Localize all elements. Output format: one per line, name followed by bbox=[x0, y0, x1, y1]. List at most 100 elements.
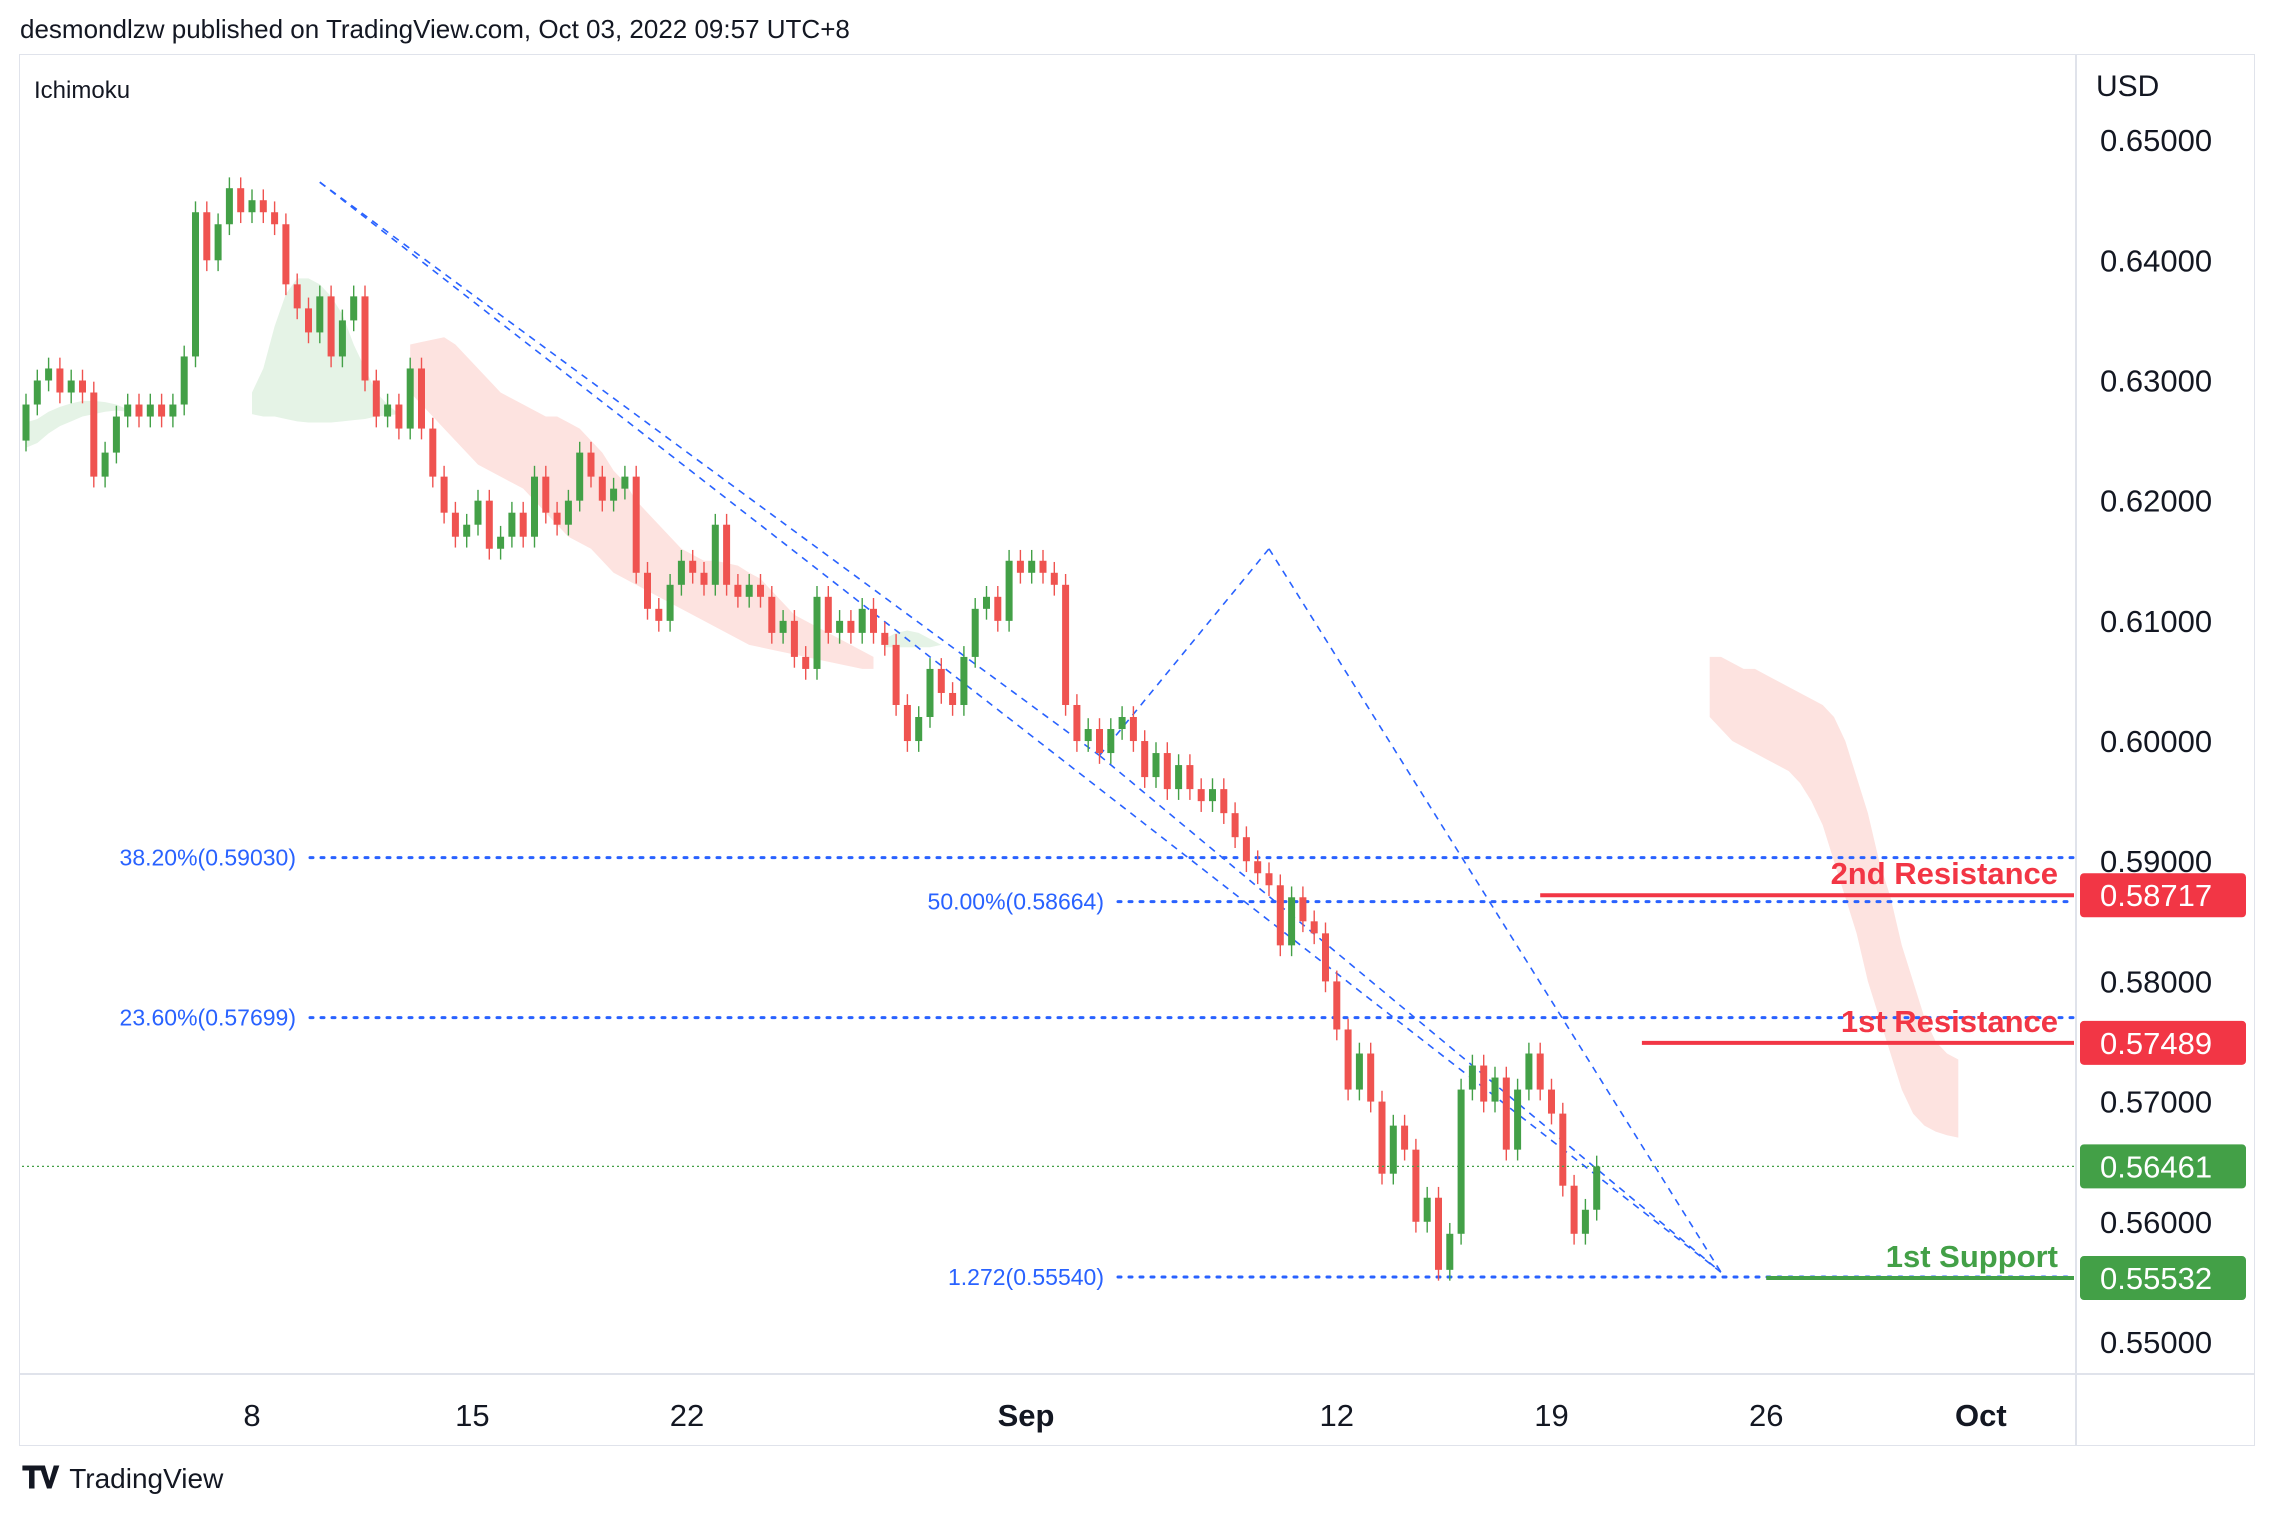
candle-bull bbox=[33, 380, 41, 405]
candle-bear bbox=[1480, 1065, 1488, 1102]
candle-bull bbox=[813, 596, 821, 669]
candle-bull bbox=[214, 224, 222, 261]
candle-bear bbox=[1016, 560, 1024, 573]
tradingview-logo-icon[interactable]: 𝐓𝐕 bbox=[22, 1462, 59, 1495]
candle-bear bbox=[757, 584, 764, 597]
candle-bear bbox=[90, 392, 98, 477]
candle-bull bbox=[192, 212, 199, 357]
candle-bull bbox=[610, 488, 618, 501]
candle-bull bbox=[1581, 1209, 1589, 1234]
x-tick-label: 19 bbox=[1534, 1398, 1568, 1433]
fib-label: 23.60%(0.57699) bbox=[120, 1005, 296, 1031]
candle-bear bbox=[259, 200, 267, 213]
candle-bear bbox=[1367, 1053, 1375, 1102]
candle-bull bbox=[497, 536, 505, 549]
cloud-bull bbox=[252, 278, 399, 423]
y-tick-label: 0.63000 bbox=[2100, 363, 2212, 398]
candle-bear bbox=[203, 212, 211, 261]
x-tick-label: 22 bbox=[670, 1398, 704, 1433]
trend-line bbox=[1268, 548, 1722, 1273]
candle-bear bbox=[135, 404, 143, 417]
candle-bear bbox=[485, 500, 493, 549]
candle-bear bbox=[1254, 861, 1262, 874]
candle-bull bbox=[564, 500, 572, 525]
currency-label: USD bbox=[2096, 70, 2159, 103]
candle-bear bbox=[1378, 1101, 1386, 1174]
ichimoku-cloud bbox=[26, 278, 1959, 1138]
candle-bear bbox=[1276, 885, 1284, 946]
candle-bull bbox=[1593, 1166, 1601, 1210]
resistance-label: 2nd Resistance bbox=[1831, 856, 2058, 891]
candle-bear bbox=[271, 212, 279, 225]
candle-bull bbox=[1389, 1125, 1397, 1174]
candle-bear bbox=[802, 656, 810, 669]
candle-bear bbox=[1197, 789, 1205, 802]
candle-bear bbox=[79, 380, 86, 393]
support-resistance-levels: 2nd Resistance 1st Resistance 1st Support bbox=[22, 856, 2074, 1281]
candle-bear bbox=[700, 572, 708, 585]
candle-bear bbox=[892, 644, 900, 705]
y-tick-label: 0.60000 bbox=[2100, 724, 2212, 759]
candle-bear bbox=[1242, 837, 1250, 862]
x-tick-label: Oct bbox=[1955, 1398, 2007, 1433]
fib-label: 50.00%(0.58664) bbox=[928, 889, 1104, 915]
trend-line bbox=[1098, 754, 1722, 1273]
candle-bear bbox=[1062, 584, 1070, 705]
candle-bull bbox=[248, 200, 256, 213]
candle-bear bbox=[1129, 717, 1137, 742]
candle-bull bbox=[1107, 729, 1115, 754]
candle-bear bbox=[1435, 1197, 1442, 1270]
footer-brand[interactable]: TradingView bbox=[69, 1463, 224, 1494]
publisher-header: desmondlzw published on TradingView.com,… bbox=[20, 14, 850, 44]
resistance-price-tag: 0.57489 bbox=[2100, 1026, 2212, 1061]
candle-bear bbox=[519, 512, 527, 537]
candle-bear bbox=[282, 224, 290, 285]
candle-bull bbox=[169, 404, 177, 417]
candle-bear bbox=[1333, 981, 1341, 1030]
cloud-bear bbox=[1709, 656, 1959, 1138]
candle-bear bbox=[293, 284, 301, 309]
candle-bear bbox=[237, 188, 245, 213]
candle-bear bbox=[361, 296, 369, 381]
candle-bear bbox=[1344, 1029, 1352, 1090]
candle-bull bbox=[180, 356, 188, 405]
candle-bull bbox=[1209, 789, 1216, 802]
candle-bear bbox=[1186, 765, 1194, 790]
candle-bear bbox=[903, 704, 911, 742]
candle-bear bbox=[689, 560, 697, 573]
candle-bear bbox=[587, 452, 595, 477]
candle-bull bbox=[1028, 560, 1036, 573]
candle-bull bbox=[225, 188, 233, 225]
candle-bull bbox=[463, 524, 471, 537]
x-tick-label: 12 bbox=[1320, 1398, 1354, 1433]
current-price-tag-bg bbox=[2080, 1144, 2246, 1189]
y-tick-label: 0.56000 bbox=[2100, 1205, 2212, 1240]
candlesticks bbox=[22, 177, 1601, 1281]
candle-bear bbox=[1163, 753, 1171, 790]
candle-bear bbox=[542, 476, 550, 513]
candle-bear bbox=[870, 608, 877, 633]
candle-bull bbox=[1355, 1053, 1363, 1090]
candle-bull bbox=[836, 620, 844, 633]
candle-bull bbox=[1525, 1053, 1533, 1090]
candle-bull bbox=[101, 452, 109, 477]
candle-bull bbox=[983, 596, 990, 609]
footer: 𝐓𝐕 TradingView bbox=[22, 1462, 223, 1496]
candle-bull bbox=[124, 404, 132, 417]
candle-bull bbox=[1468, 1065, 1476, 1090]
candle-bull bbox=[1491, 1077, 1499, 1102]
y-tick-label: 0.62000 bbox=[2100, 484, 2212, 519]
candle-bull bbox=[677, 560, 685, 585]
candle-bear bbox=[1265, 873, 1273, 886]
candle-bear bbox=[1536, 1053, 1544, 1090]
candle-bear bbox=[1570, 1185, 1578, 1234]
y-axis: 0.65000 0.64000 0.63000 0.62000 0.61000 0.600… bbox=[2080, 123, 2246, 1360]
resistance-price-tag-bg bbox=[2080, 873, 2246, 918]
candle-bear bbox=[1141, 741, 1149, 778]
y-tick-label: 0.55000 bbox=[2100, 1325, 2212, 1360]
chart-frame bbox=[19, 54, 2255, 1446]
candle-bull bbox=[531, 476, 538, 537]
candle-bull bbox=[1457, 1089, 1465, 1234]
candle-bear bbox=[847, 620, 855, 633]
